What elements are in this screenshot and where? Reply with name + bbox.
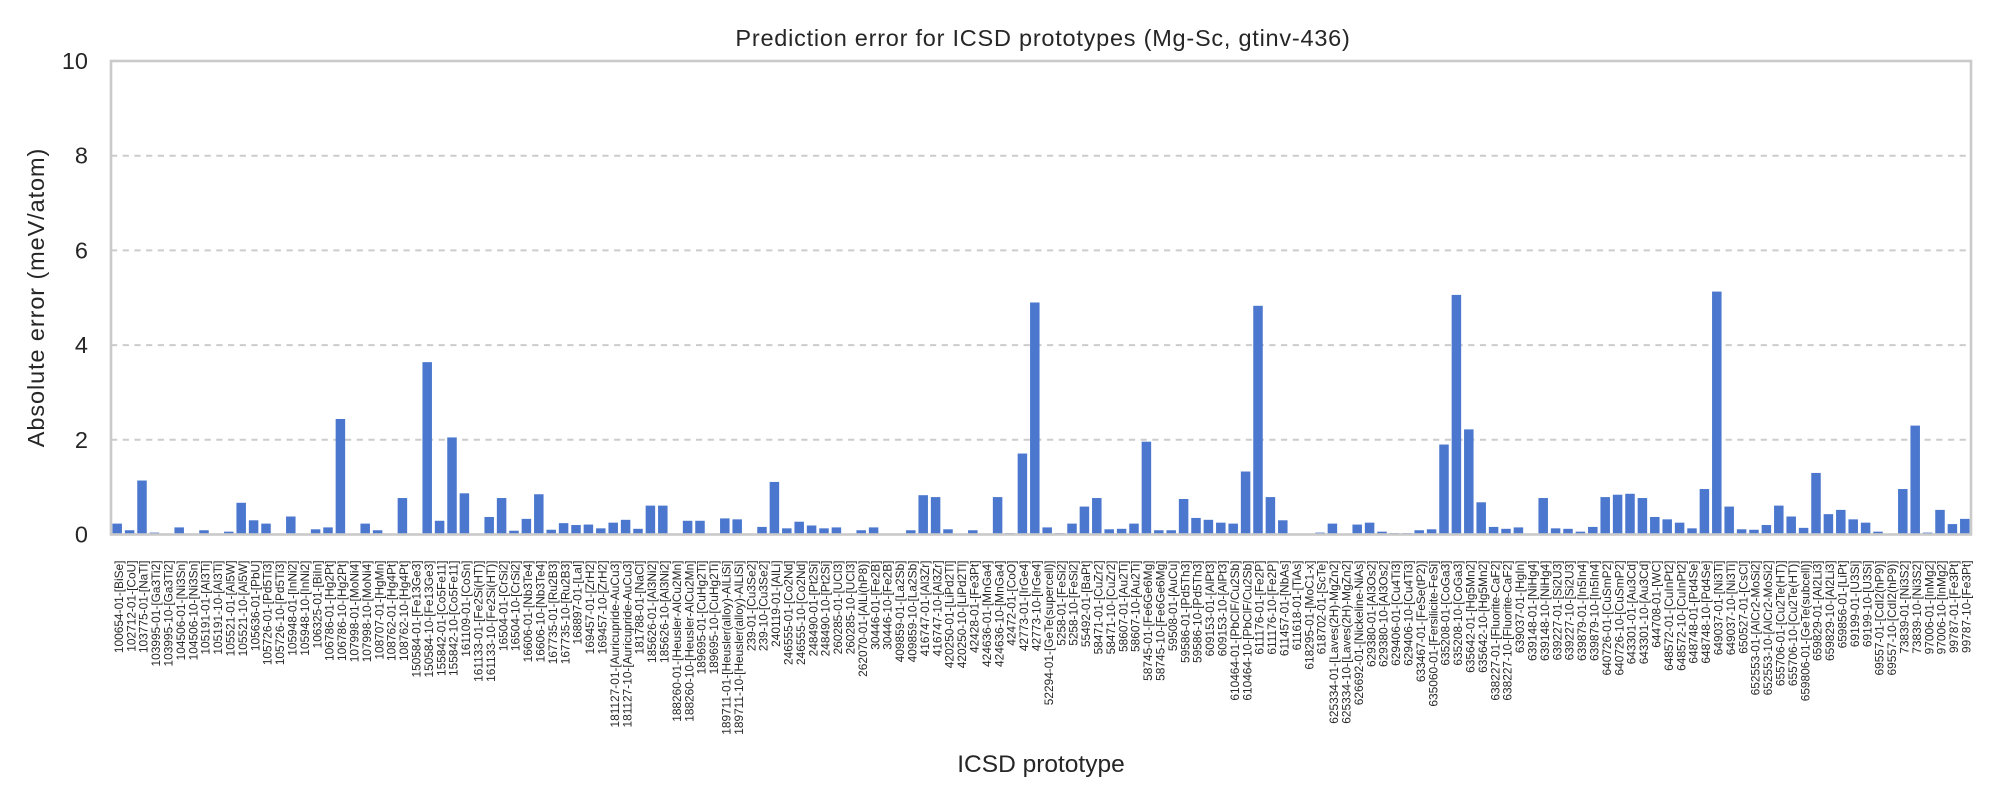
svg-text:Absolute error (meV/atom): Absolute error (meV/atom) xyxy=(23,148,49,447)
svg-text:4: 4 xyxy=(75,332,88,358)
svg-text:99787-10-[Fe3Pt]: 99787-10-[Fe3Pt] xyxy=(1960,561,1974,654)
svg-text:10: 10 xyxy=(62,48,88,74)
svg-text:Prediction error for ICSD prot: Prediction error for ICSD prototypes (Mg… xyxy=(735,25,1350,51)
svg-text:6: 6 xyxy=(75,237,88,263)
svg-text:0: 0 xyxy=(75,522,88,548)
svg-text:8: 8 xyxy=(75,143,88,169)
svg-text:ICSD prototype: ICSD prototype xyxy=(957,751,1125,778)
svg-text:2: 2 xyxy=(75,427,88,453)
